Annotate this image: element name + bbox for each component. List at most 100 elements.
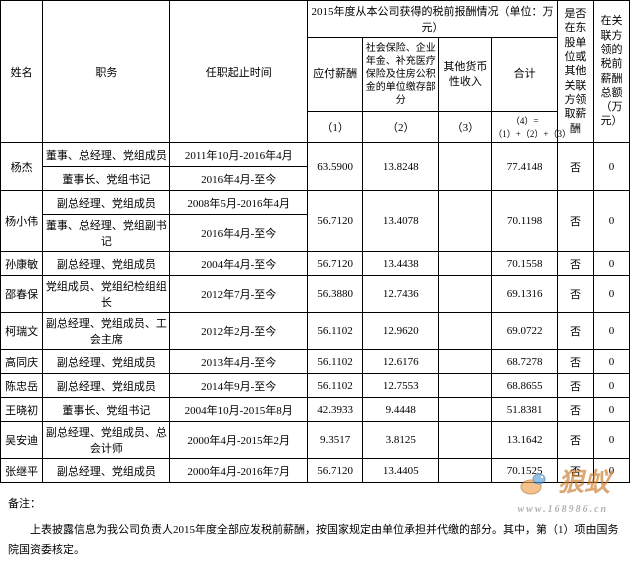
- cell-c5: 否: [557, 276, 593, 313]
- cell-c4: 77.4148: [492, 143, 558, 191]
- header-col3: 其他货币性收入: [439, 38, 492, 112]
- cell-c5: 否: [557, 191, 593, 252]
- header-col5: 是否在东股单位或其他关联方领取薪酬: [557, 1, 593, 143]
- cell-c2: 13.4438: [363, 252, 439, 276]
- cell-c6: 0: [593, 276, 629, 313]
- cell-tenure: 2012年7月-至今: [170, 276, 308, 313]
- cell-c1: 42.3933: [308, 398, 363, 422]
- table-row: 吴安迪副总经理、党组成员、总会计师2000年4月-2015年2月9.35173.…: [1, 422, 630, 459]
- cell-name: 柯瑞文: [1, 313, 43, 350]
- header-col1: 应付薪酬: [308, 38, 363, 112]
- cell-c1: 56.1102: [308, 350, 363, 374]
- cell-position: 副总经理、党组成员: [43, 374, 170, 398]
- cell-c4: 70.1558: [492, 252, 558, 276]
- cell-tenure: 2016年4月-至今: [170, 167, 308, 191]
- cell-c3: [439, 374, 492, 398]
- cell-c1: 56.3880: [308, 276, 363, 313]
- cell-position: 董事、总经理、党组成员: [43, 143, 170, 167]
- cell-name: 张继平: [1, 459, 43, 483]
- cell-c1: 56.7120: [308, 459, 363, 483]
- cell-c1: 56.7120: [308, 252, 363, 276]
- cell-c4: 68.7278: [492, 350, 558, 374]
- cell-c6: 0: [593, 422, 629, 459]
- header-position: 职务: [43, 1, 170, 143]
- header-name: 姓名: [1, 1, 43, 143]
- cell-c6: 0: [593, 398, 629, 422]
- cell-c1: 56.1102: [308, 313, 363, 350]
- table-row: 高同庆副总经理、党组成员2013年4月-至今56.110212.617668.7…: [1, 350, 630, 374]
- cell-c3: [439, 422, 492, 459]
- table-row: 邵春保党组成员、党组纪检组组长2012年7月-至今56.388012.7436 6…: [1, 276, 630, 313]
- cell-position: 董事、总经理、党组副书记: [43, 215, 170, 252]
- cell-c4: 69.1316: [492, 276, 558, 313]
- table-row: 陈忠岳副总经理、党组成员2014年9月-至今56.110212.755368.8…: [1, 374, 630, 398]
- cell-c3: [439, 313, 492, 350]
- cell-c5: 否: [557, 398, 593, 422]
- cell-position: 副总经理、党组成员、工会主席: [43, 313, 170, 350]
- cell-c6: 0: [593, 350, 629, 374]
- cell-c6: 0: [593, 252, 629, 276]
- table-body: 杨杰董事、总经理、党组成员2011年10月-2016年4月63.590013.8…: [1, 143, 630, 483]
- cell-tenure: 2000年4月-2016年7月: [170, 459, 308, 483]
- cell-tenure: 2013年4月-至今: [170, 350, 308, 374]
- notes-section: 备注： 上表披露信息为我公司负责人2015年度全部应发税前薪酬，按国家规定由单位…: [0, 483, 630, 564]
- cell-position: 董事长、党组书记: [43, 398, 170, 422]
- cell-c2: 13.4405: [363, 459, 439, 483]
- notes-line1: 上表披露信息为我公司负责人2015年度全部应发税前薪酬，按国家规定由单位承担并代…: [8, 521, 622, 561]
- cell-c6: 0: [593, 313, 629, 350]
- cell-name: 王晓初: [1, 398, 43, 422]
- cell-c2: 9.4448: [363, 398, 439, 422]
- cell-c2: 3.8125: [363, 422, 439, 459]
- header-col3-num: （3）: [439, 112, 492, 143]
- cell-name: 杨杰: [1, 143, 43, 191]
- table-row: 杨小伟副总经理、党组成员2008年5月-2016年4月56.712013.407…: [1, 191, 630, 215]
- cell-name: 杨小伟: [1, 191, 43, 252]
- cell-position: 副总经理、党组成员: [43, 191, 170, 215]
- cell-tenure: 2014年9月-至今: [170, 374, 308, 398]
- notes-label: 备注：: [8, 495, 622, 515]
- table-row: 孙康敏副总经理、党组成员2004年4月-至今56.712013.443870.1…: [1, 252, 630, 276]
- cell-c4: 51.8381: [492, 398, 558, 422]
- cell-c1: 56.7120: [308, 191, 363, 252]
- cell-c4: 70.1198: [492, 191, 558, 252]
- cell-c2: 13.4078: [363, 191, 439, 252]
- cell-c3: [439, 398, 492, 422]
- cell-c2: 13.8248: [363, 143, 439, 191]
- cell-c3: [439, 143, 492, 191]
- cell-tenure: 2004年10月-2015年8月: [170, 398, 308, 422]
- cell-position: 党组成员、党组纪检组组长: [43, 276, 170, 313]
- header-comp-group: 2015年度从本公司获得的税前报酬情况（单位：万元）: [308, 1, 558, 38]
- cell-c5: 否: [557, 252, 593, 276]
- cell-position: 副总经理、党组成员、总会计师: [43, 422, 170, 459]
- cell-c6: 0: [593, 459, 629, 483]
- cell-c1: 9.3517: [308, 422, 363, 459]
- cell-c3: [439, 350, 492, 374]
- cell-c4: 70.1525: [492, 459, 558, 483]
- cell-name: 邵春保: [1, 276, 43, 313]
- cell-c5: 否: [557, 143, 593, 191]
- cell-c2: 12.7436: [363, 276, 439, 313]
- cell-tenure: 2004年4月-至今: [170, 252, 308, 276]
- header-col4: 合计: [492, 38, 558, 112]
- cell-c4: 68.8655: [492, 374, 558, 398]
- cell-tenure: 2008年5月-2016年4月: [170, 191, 308, 215]
- header-tenure: 任职起止时间: [170, 1, 308, 143]
- cell-c3: [439, 191, 492, 252]
- cell-c5: 否: [557, 374, 593, 398]
- cell-c2: 12.6176: [363, 350, 439, 374]
- cell-name: 陈忠岳: [1, 374, 43, 398]
- cell-c3: [439, 459, 492, 483]
- cell-c2: 12.9620: [363, 313, 439, 350]
- cell-tenure: 2016年4月-至今: [170, 215, 308, 252]
- cell-position: 副总经理、党组成员: [43, 459, 170, 483]
- cell-c4: 69.0722: [492, 313, 558, 350]
- cell-c6: 0: [593, 374, 629, 398]
- cell-c3: [439, 252, 492, 276]
- cell-c5: 否: [557, 422, 593, 459]
- cell-c2: 12.7553: [363, 374, 439, 398]
- cell-c4: 13.1642: [492, 422, 558, 459]
- cell-c5: 否: [557, 459, 593, 483]
- cell-tenure: 2012年2月-至今: [170, 313, 308, 350]
- header-col6: 在关联方领的税前薪酬总额（万元）: [593, 1, 629, 143]
- header-col2-num: （2）: [363, 112, 439, 143]
